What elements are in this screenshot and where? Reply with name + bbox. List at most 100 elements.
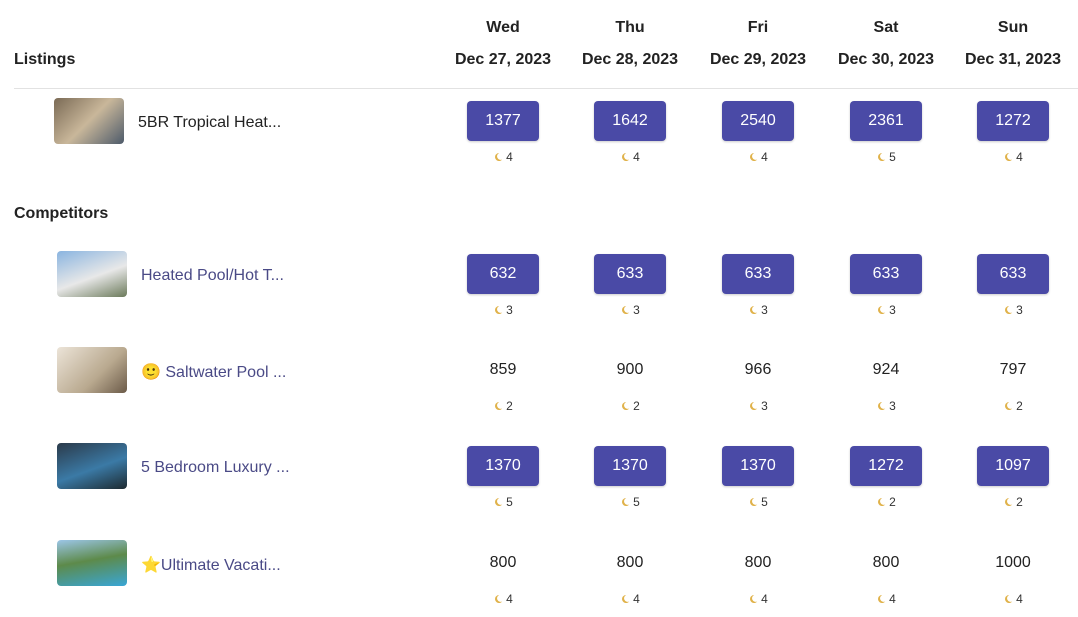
moon-icon — [622, 594, 630, 603]
nights-count: 3 — [889, 399, 896, 413]
listing-thumbnail — [57, 443, 127, 489]
day-date: Dec 29, 2023 — [709, 51, 807, 68]
listing-thumbnail — [57, 540, 127, 586]
nights-count: 3 — [633, 303, 640, 317]
nights: 2 — [1003, 495, 1023, 509]
moon-icon — [878, 152, 886, 161]
price: 859 — [489, 361, 517, 378]
nights: 5 — [620, 495, 640, 509]
nights-count: 3 — [761, 399, 768, 413]
moon-icon — [495, 305, 503, 314]
nights: 3 — [876, 303, 896, 317]
day-name: Thu — [615, 19, 645, 36]
listing-name[interactable]: 5 Bedroom Luxury ... — [141, 459, 290, 476]
nights: 4 — [876, 592, 896, 606]
nights-count: 2 — [1016, 495, 1023, 509]
nights: 3 — [620, 303, 640, 317]
moon-icon — [878, 401, 886, 410]
day-name: Sat — [873, 19, 899, 36]
price: 1370 — [722, 446, 794, 486]
moon-icon — [495, 594, 503, 603]
nights: 4 — [620, 150, 640, 164]
listing-name[interactable]: 5BR Tropical Heat... — [138, 114, 282, 131]
price: 1272 — [850, 446, 922, 486]
nights-count: 5 — [761, 495, 768, 509]
price: 966 — [744, 361, 772, 378]
nights-count: 5 — [633, 495, 640, 509]
nights-count: 4 — [506, 150, 513, 164]
nights-count: 4 — [633, 150, 640, 164]
competitors-label: Competitors — [14, 205, 109, 222]
price: 1370 — [467, 446, 539, 486]
moon-icon — [495, 152, 503, 161]
moon-icon — [878, 594, 886, 603]
day-name: Wed — [486, 19, 520, 36]
price: 1272 — [977, 101, 1049, 141]
nights: 4 — [493, 150, 513, 164]
nights: 4 — [620, 592, 640, 606]
moon-icon — [750, 497, 758, 506]
moon-icon — [495, 497, 503, 506]
moon-icon — [878, 497, 886, 506]
nights: 3 — [876, 399, 896, 413]
price: 800 — [616, 554, 644, 571]
nights-count: 4 — [889, 592, 896, 606]
nights-count: 2 — [506, 399, 513, 413]
nights: 3 — [748, 303, 768, 317]
nights: 2 — [620, 399, 640, 413]
price: 1642 — [594, 101, 666, 141]
moon-icon — [622, 305, 630, 314]
price: 800 — [489, 554, 517, 571]
day-date: Dec 31, 2023 — [964, 51, 1062, 68]
nights-count: 4 — [1016, 150, 1023, 164]
nights: 4 — [493, 592, 513, 606]
moon-icon — [622, 152, 630, 161]
divider — [14, 88, 1078, 89]
nights: 3 — [748, 399, 768, 413]
price: 800 — [872, 554, 900, 571]
moon-icon — [750, 152, 758, 161]
price: 924 — [872, 361, 900, 378]
nights-count: 4 — [506, 592, 513, 606]
nights: 4 — [748, 592, 768, 606]
nights: 2 — [1003, 399, 1023, 413]
nights-count: 4 — [1016, 592, 1023, 606]
nights-count: 2 — [1016, 399, 1023, 413]
listing-name[interactable]: Heated Pool/Hot T... — [141, 267, 284, 284]
price: 632 — [467, 254, 539, 294]
nights: 3 — [1003, 303, 1023, 317]
day-date: Dec 28, 2023 — [581, 51, 679, 68]
day-date: Dec 30, 2023 — [837, 51, 935, 68]
nights: 4 — [1003, 592, 1023, 606]
price: 1097 — [977, 446, 1049, 486]
listing-thumbnail — [57, 347, 127, 393]
moon-icon — [1005, 594, 1013, 603]
price: 800 — [744, 554, 772, 571]
listing-name[interactable]: ⭐Ultimate Vacati... — [141, 557, 281, 574]
listing-name[interactable]: 🙂 Saltwater Pool ... — [141, 364, 287, 381]
moon-icon — [1005, 152, 1013, 161]
moon-icon — [1005, 401, 1013, 410]
nights: 5 — [493, 495, 513, 509]
price: 633 — [594, 254, 666, 294]
nights: 4 — [748, 150, 768, 164]
moon-icon — [878, 305, 886, 314]
price: 2361 — [850, 101, 922, 141]
nights: 2 — [876, 495, 896, 509]
moon-icon — [750, 594, 758, 603]
moon-icon — [750, 305, 758, 314]
nights-count: 5 — [889, 150, 896, 164]
nights-count: 3 — [506, 303, 513, 317]
price: 797 — [999, 361, 1027, 378]
nights-count: 2 — [889, 495, 896, 509]
price: 633 — [722, 254, 794, 294]
price: 1370 — [594, 446, 666, 486]
nights-count: 4 — [761, 150, 768, 164]
moon-icon — [1005, 497, 1013, 506]
price: 2540 — [722, 101, 794, 141]
nights: 2 — [493, 399, 513, 413]
moon-icon — [495, 401, 503, 410]
price: 1000 — [995, 554, 1031, 571]
price: 900 — [616, 361, 644, 378]
